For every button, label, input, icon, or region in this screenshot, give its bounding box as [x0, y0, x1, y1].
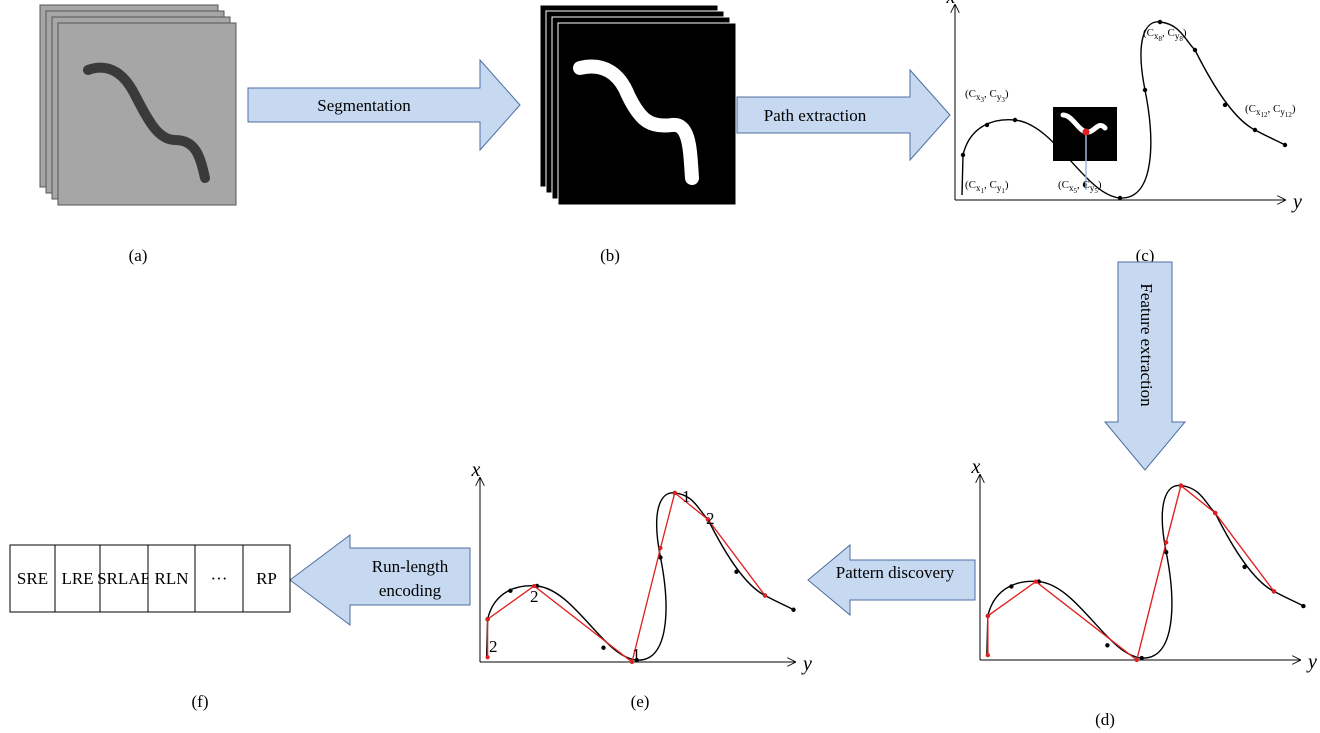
trajectory	[986, 483, 1306, 662]
path-point	[1013, 118, 1017, 122]
trajectory	[961, 20, 1287, 200]
point-label-part: , C	[1162, 27, 1175, 39]
pattern-point	[1164, 540, 1168, 544]
pattern-number: 1	[632, 645, 641, 664]
pattern-number: 2	[489, 637, 498, 656]
point-label-part: )	[1005, 88, 1009, 100]
point-label-part: , C	[984, 88, 997, 100]
axis-label: y	[801, 653, 812, 675]
point-label: (Cx8, Cy8)	[1143, 27, 1187, 43]
table-cell-text: RP	[256, 569, 277, 588]
path-point	[1242, 565, 1246, 569]
pattern-number: 1	[682, 487, 691, 506]
pattern-point	[1034, 579, 1038, 583]
point-label-part: , C	[1077, 179, 1090, 191]
table-cell-text: RLN	[155, 569, 189, 588]
axis-label: y	[1291, 191, 1302, 213]
path-point	[734, 570, 738, 574]
path-curve	[962, 22, 1285, 198]
arrow-label: Run-length	[372, 557, 449, 576]
arrow-label: Feature extraction	[1137, 283, 1156, 407]
path-point	[985, 123, 989, 127]
arrow-label: Pattern discovery	[836, 563, 955, 582]
point-label-part: (C	[1245, 103, 1256, 115]
path-point	[1009, 584, 1013, 588]
path-point	[1301, 604, 1305, 608]
arrow-label: encoding	[379, 581, 442, 600]
path-point	[1283, 143, 1287, 147]
pattern-line	[488, 493, 765, 662]
pattern-line	[988, 486, 1274, 660]
panel-label: (d)	[1095, 710, 1115, 729]
axis-label: y	[1306, 651, 1317, 673]
arrow-label: Path extraction	[764, 106, 867, 125]
table-cell-text: ···	[211, 569, 228, 588]
point-label-part: )	[1098, 179, 1102, 191]
panel-label: (f)	[192, 692, 209, 711]
point-label-part: (C	[1143, 27, 1154, 39]
arrow-label: Segmentation	[317, 96, 411, 115]
pattern-point	[1179, 483, 1183, 487]
pattern-point	[673, 491, 677, 495]
pattern-point	[486, 617, 490, 621]
figure: (a) Segmentation (b) Path extraction x y (Cx3,…	[0, 0, 1320, 733]
panel-label: (a)	[129, 246, 148, 265]
pattern-point	[1213, 511, 1217, 515]
axis-label: x	[946, 0, 956, 8]
inset-point	[1083, 129, 1090, 136]
axis-label: x	[971, 456, 981, 478]
point-label-part: )	[1292, 103, 1296, 115]
point-label-part: )	[1183, 27, 1187, 39]
pattern-point	[763, 593, 767, 597]
table-cell-text: SRLAE	[97, 569, 151, 588]
point-label-part: (C	[965, 179, 976, 191]
point-label: (Cx3, Cy3)	[965, 88, 1009, 104]
point-label-part: , C	[984, 179, 997, 191]
point-label: (Cx1, Cy1)	[965, 179, 1009, 195]
path-point	[1118, 196, 1122, 200]
pattern-number: 2	[706, 509, 715, 528]
path-point	[1143, 88, 1147, 92]
table-cell-text: SRE	[17, 569, 48, 588]
page: { "panel_labels": ["(a)", "(b)", "(c)", …	[0, 0, 1320, 733]
pattern-number: 2	[530, 587, 539, 606]
point-label-part: (C	[965, 88, 976, 100]
path-point	[508, 589, 512, 593]
panel-label: (b)	[600, 246, 620, 265]
path-curve	[987, 485, 1304, 658]
axis-label: x	[471, 459, 481, 481]
point-label-part: , C	[1268, 103, 1281, 115]
point-label-part: )	[1005, 179, 1009, 191]
path-point	[1193, 48, 1197, 52]
path-point	[1223, 103, 1227, 107]
pattern-point	[1272, 589, 1276, 593]
pattern-point	[986, 653, 990, 657]
path-curve	[487, 493, 794, 660]
trajectory	[485, 491, 795, 664]
point-label-part: (C	[1058, 179, 1069, 191]
path-point	[791, 608, 795, 612]
table-cell-text: LRE	[61, 569, 93, 588]
path-point	[1140, 656, 1144, 660]
pattern-point	[658, 546, 662, 550]
path-point	[601, 646, 605, 650]
point-label: (Cx12, Cy12)	[1245, 103, 1296, 119]
block-arrow	[290, 535, 470, 625]
point-label: (Cx5, Cy5)	[1058, 179, 1102, 195]
path-point	[961, 153, 965, 157]
pattern-point	[1135, 658, 1139, 662]
pattern-point	[986, 614, 990, 618]
path-point	[1105, 643, 1109, 647]
path-point	[1253, 128, 1257, 132]
path-point	[1158, 20, 1162, 24]
panel-label: (e)	[631, 692, 650, 711]
